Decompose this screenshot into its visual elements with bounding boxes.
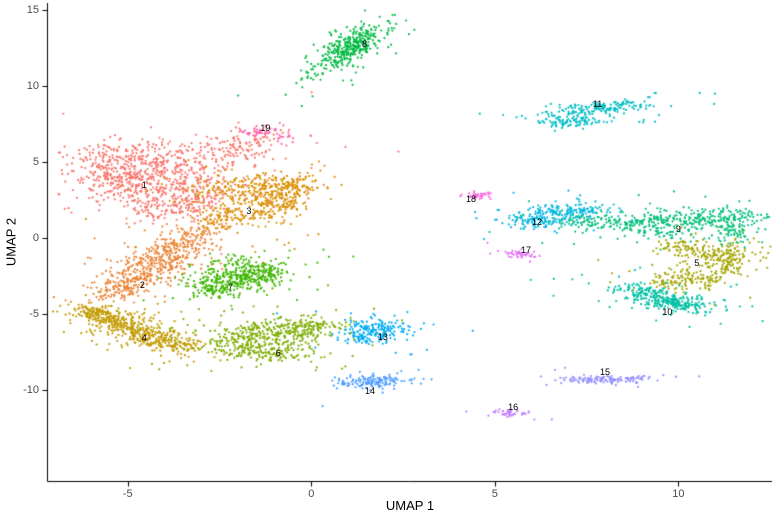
x-axis-title: UMAP 1 <box>385 498 435 513</box>
y-axis-title: UMAP 2 <box>3 217 19 267</box>
